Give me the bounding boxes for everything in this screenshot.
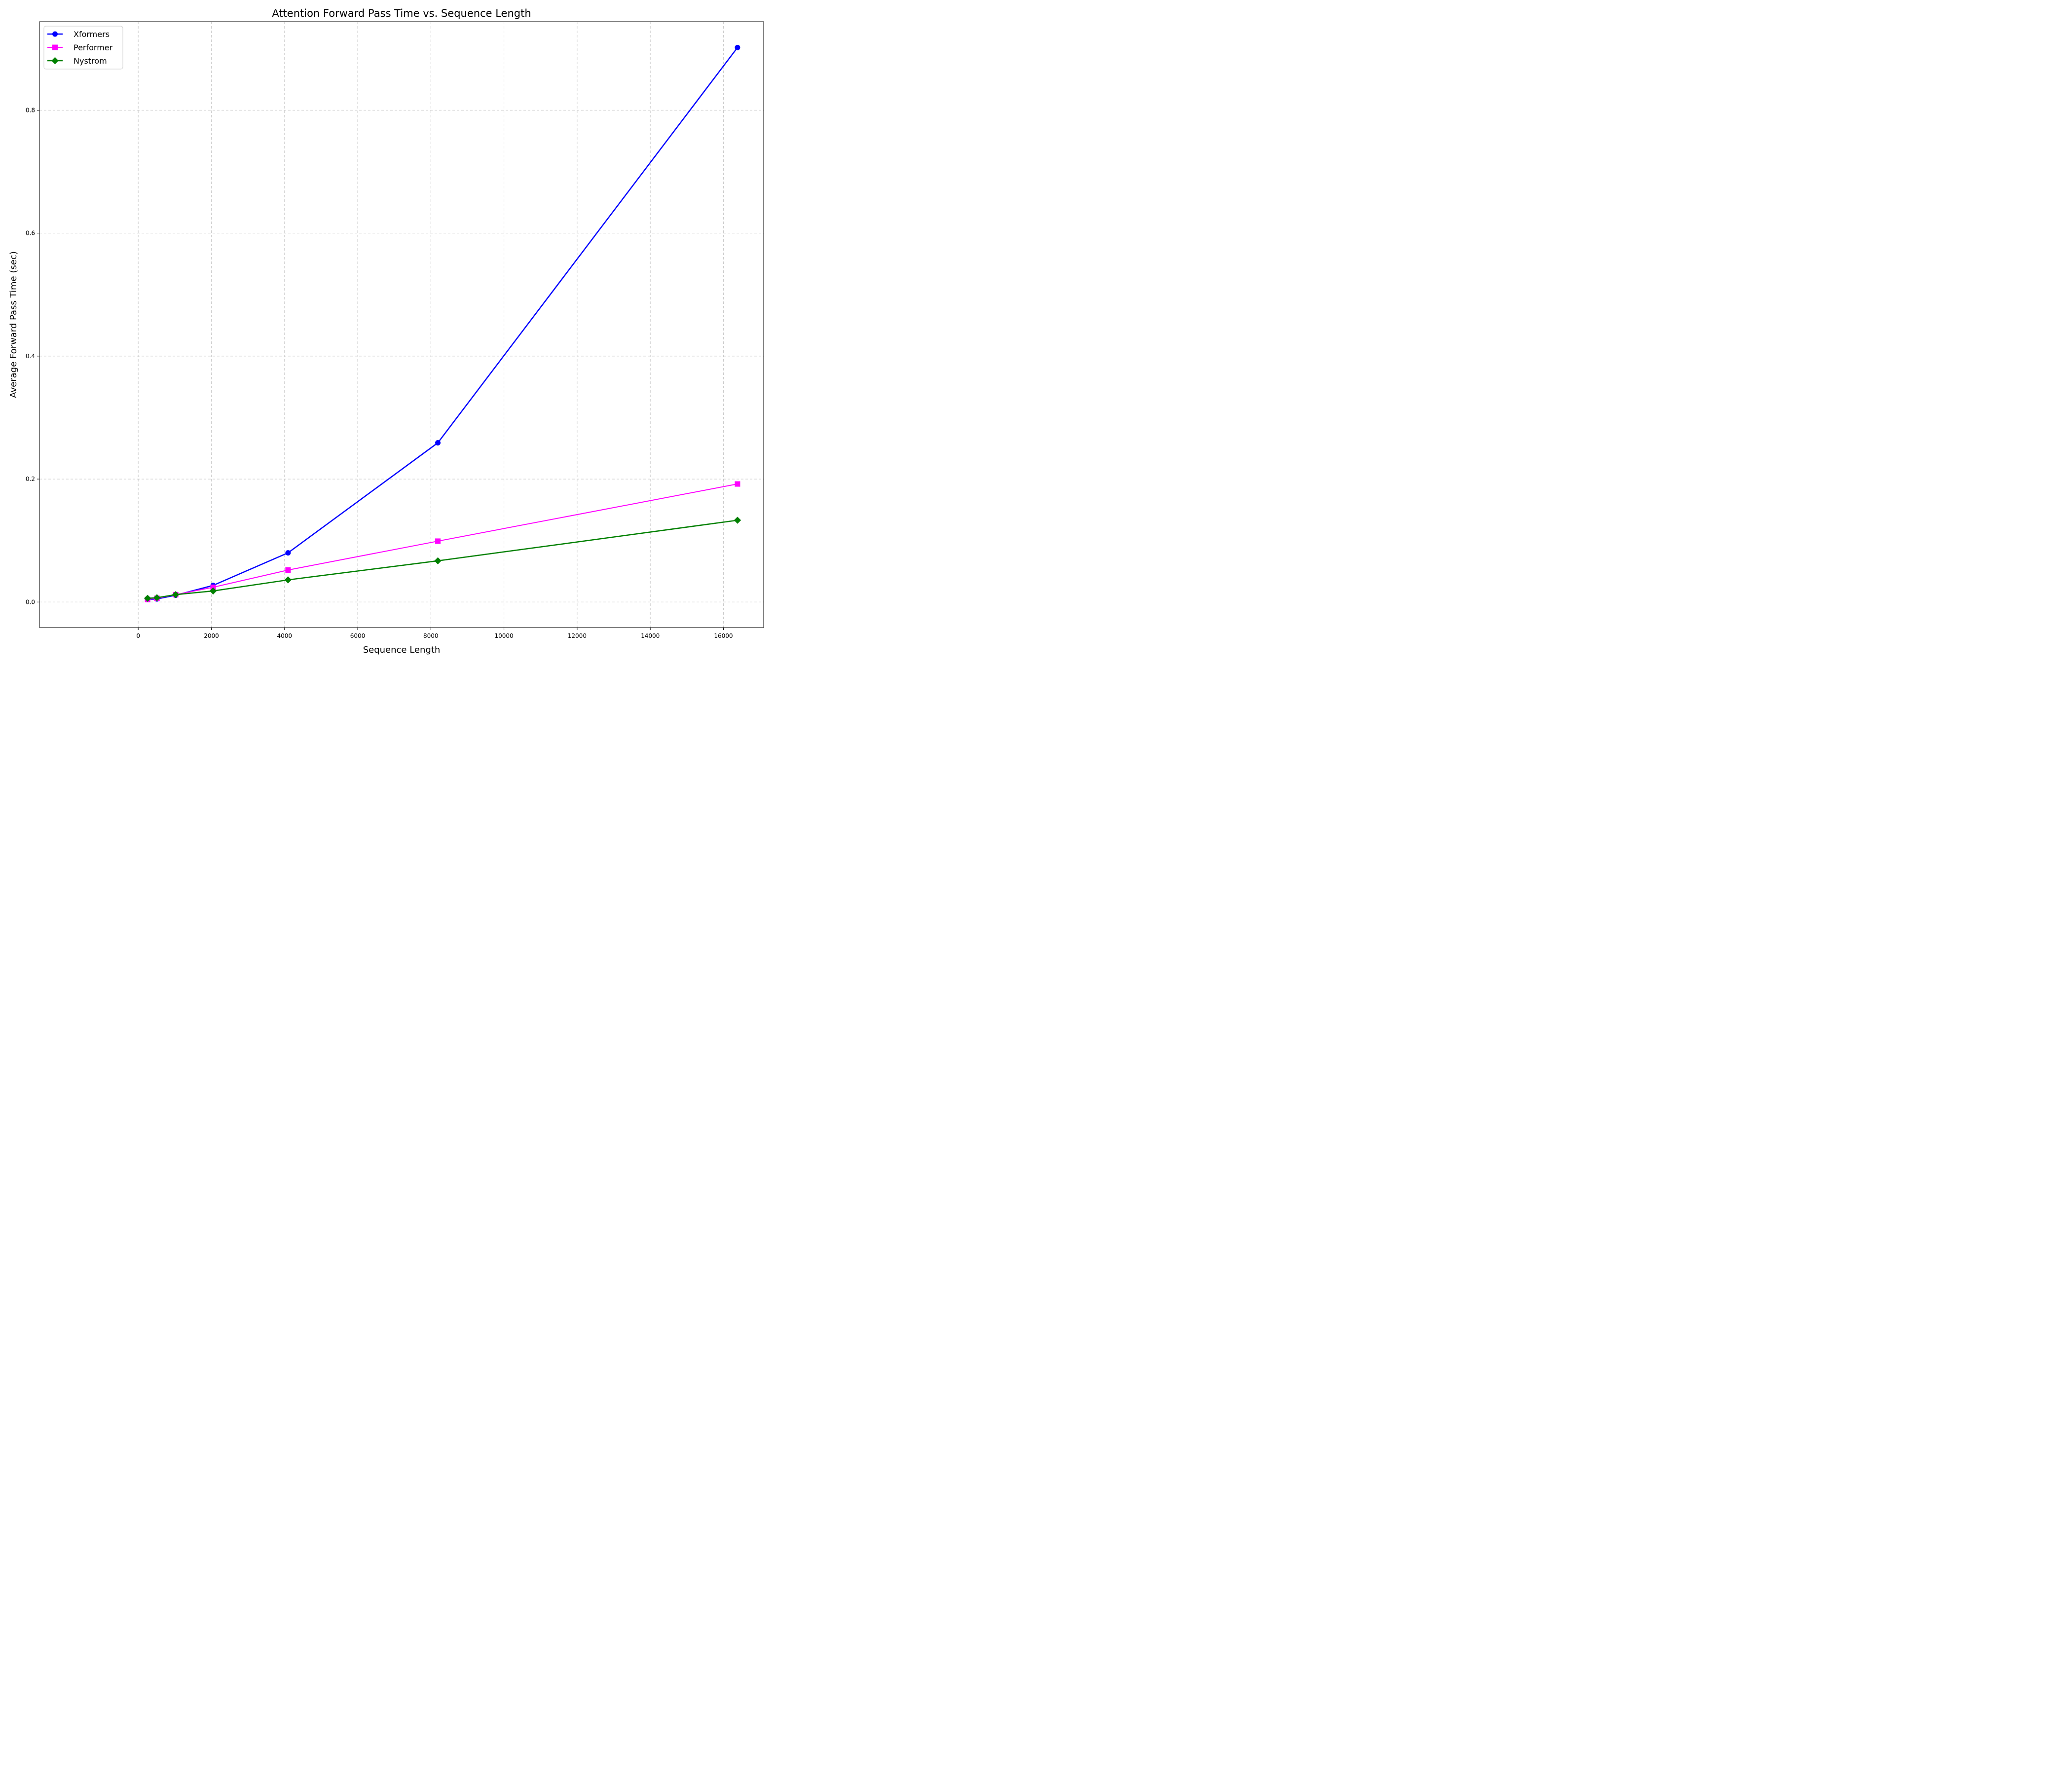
plot-frame: [39, 21, 764, 628]
axes: [39, 21, 764, 628]
data-point-nystrom: [144, 594, 151, 602]
data-point-performer: [285, 567, 291, 573]
data-point-nystrom: [284, 576, 292, 584]
y-tick-label: 0.6: [26, 230, 35, 237]
x-tick-label: 6000: [350, 632, 366, 639]
y-axis-ticks: 0.0 0.2 0.4 0.6 0.8: [26, 107, 39, 605]
series-nystrom: [144, 517, 741, 602]
legend-marker-performer: [52, 44, 58, 50]
x-tick-label: 0: [136, 632, 140, 639]
data-point-nystrom: [153, 594, 161, 601]
chart-background: [0, 0, 774, 663]
legend-marker-nystrom: [51, 57, 59, 65]
data-point-nystrom: [172, 591, 180, 598]
y-tick-label: 0.0: [26, 598, 35, 605]
grid: [39, 22, 764, 628]
line-chart: 0 2000 4000 6000 8000 10000 12000 14000 16000 0.…: [0, 0, 774, 663]
legend-marker-xformers: [52, 31, 58, 37]
data-point-xformers: [435, 440, 441, 446]
y-tick-label: 0.8: [26, 107, 35, 113]
legend-label-nystrom: Nystrom: [74, 56, 107, 66]
y-axis-label: Average Forward Pass Time (sec): [8, 251, 19, 398]
x-axis-ticks: 0 2000 4000 6000 8000 10000 12000 14000 16000: [136, 628, 733, 639]
data-point-nystrom: [734, 517, 741, 524]
x-tick-label: 12000: [568, 632, 587, 639]
x-tick-label: 14000: [641, 632, 660, 639]
y-tick-label: 0.4: [26, 353, 35, 360]
legend-box: [43, 26, 123, 70]
chart-title: Attention Forward Pass Time vs. Sequence…: [272, 7, 531, 19]
data-point-performer: [435, 538, 441, 544]
x-tick-label: 4000: [277, 632, 292, 639]
data-point-xformers: [285, 550, 291, 556]
data-point-performer: [735, 481, 740, 487]
x-axis-label: Sequence Length: [363, 645, 441, 655]
x-tick-label: 16000: [714, 632, 733, 639]
series: [144, 44, 741, 602]
legend: Xformers Performer Nystrom: [43, 26, 123, 70]
legend-label-performer: Performer: [74, 43, 113, 52]
legend-label-xformers: Xformers: [74, 30, 110, 39]
data-point-nystrom: [434, 557, 442, 565]
x-tick-label: 8000: [423, 632, 439, 639]
x-tick-label: 2000: [204, 632, 219, 639]
y-tick-label: 0.2: [26, 476, 35, 482]
x-tick-label: 10000: [495, 632, 514, 639]
chart-container: 0 2000 4000 6000 8000 10000 12000 14000 16000 0.…: [0, 0, 774, 663]
data-point-xformers: [735, 44, 740, 50]
data-point-nystrom: [209, 587, 217, 595]
